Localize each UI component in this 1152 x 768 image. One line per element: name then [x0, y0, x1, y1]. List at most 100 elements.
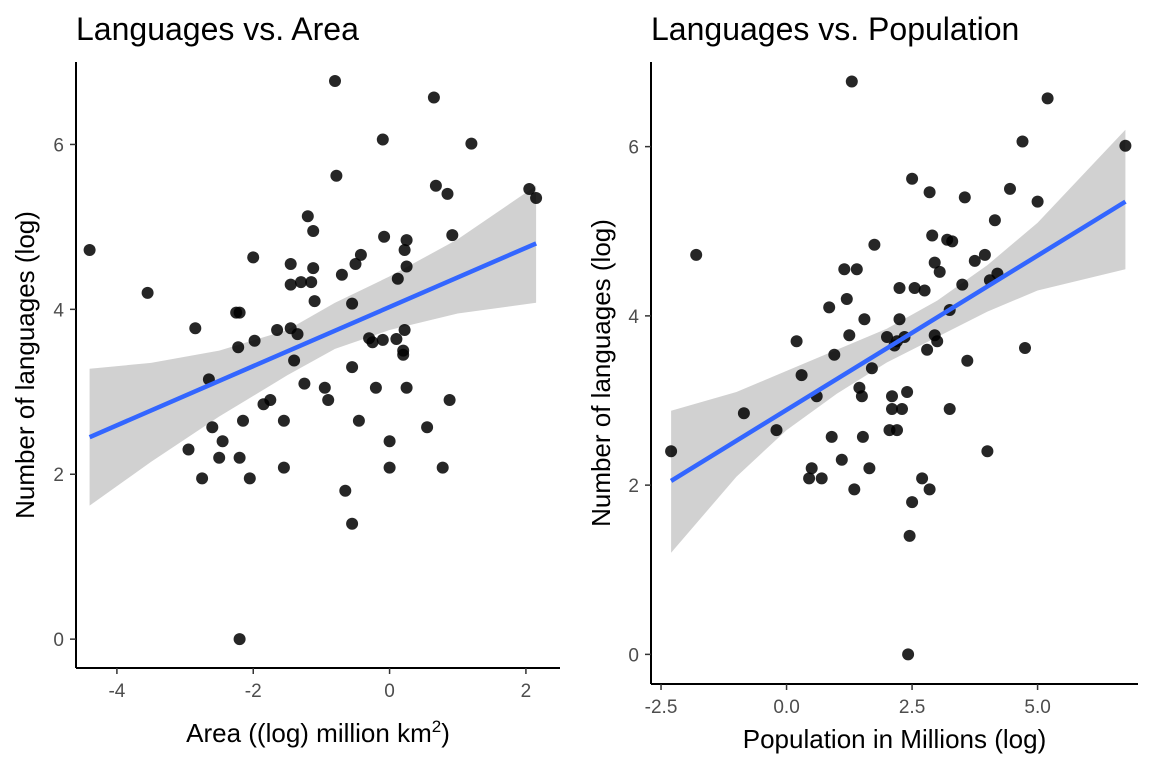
data-point — [805, 462, 818, 475]
data-point — [896, 403, 908, 415]
data-point — [391, 272, 404, 285]
data-point — [865, 362, 878, 375]
y-tick-label: 2 — [628, 476, 639, 497]
data-point — [946, 235, 959, 248]
data-point — [233, 633, 246, 646]
data-point — [248, 334, 261, 347]
data-point — [737, 407, 750, 420]
data-point — [213, 451, 226, 464]
data-point — [926, 229, 939, 242]
data-point — [465, 137, 478, 150]
data-point — [835, 453, 848, 466]
data-point — [243, 472, 256, 485]
data-point — [845, 75, 858, 88]
data-point — [277, 461, 290, 474]
data-point — [856, 430, 869, 443]
data-point — [665, 445, 678, 458]
data-point — [196, 472, 209, 485]
data-point — [933, 265, 946, 278]
data-point — [295, 276, 307, 289]
x-tick-label: 0.0 — [773, 697, 799, 718]
data-point — [369, 381, 382, 394]
data-point — [366, 336, 379, 349]
data-point — [825, 430, 838, 443]
data-point — [421, 421, 434, 434]
data-point — [815, 472, 828, 485]
data-point — [961, 354, 974, 367]
y-tick-label: 2 — [53, 465, 64, 486]
data-point — [840, 293, 853, 305]
data-point — [216, 435, 229, 448]
y-tick-label: 0 — [53, 630, 64, 651]
data-point — [443, 394, 456, 406]
chart-title: Languages vs. Area — [76, 11, 359, 47]
data-point — [346, 297, 359, 310]
data-point — [346, 517, 359, 530]
data-point — [828, 348, 841, 361]
x-tick-label: 2 — [521, 681, 532, 702]
x-tick-label: -2.5 — [645, 697, 678, 718]
data-point — [307, 262, 320, 275]
data-point — [803, 472, 816, 485]
data-point — [848, 483, 861, 496]
data-point — [968, 254, 981, 267]
data-point — [247, 251, 260, 264]
panel-languages-vs-population: Languages vs. Population 0 2 4 6 -2.5 0.0 2.5 5.… — [586, 11, 1138, 754]
data-point — [1119, 139, 1132, 152]
data-point — [288, 354, 301, 367]
data-point — [182, 443, 195, 456]
data-point — [330, 169, 343, 182]
data-point — [906, 172, 919, 185]
data-point — [790, 335, 803, 348]
data-point — [918, 284, 931, 297]
data-point — [318, 381, 331, 394]
x-axis-label-text: Population in Millions (log) — [743, 724, 1046, 754]
x-tick-label: 2.5 — [899, 697, 925, 718]
data-point — [284, 278, 297, 291]
y-tick-label: 6 — [53, 135, 64, 156]
x-axis-label: Population in Millions (log) — [743, 724, 1046, 754]
data-point — [232, 341, 245, 354]
data-point — [264, 394, 277, 406]
data-point — [398, 324, 411, 336]
x-axis-label-suffix: ) — [441, 718, 450, 748]
data-point — [335, 268, 348, 281]
data-point — [838, 263, 851, 276]
data-point — [931, 335, 944, 348]
data-point — [339, 484, 352, 497]
data-point — [329, 75, 341, 87]
data-point — [893, 282, 906, 294]
x-tick-label: 0 — [384, 681, 395, 702]
x-axis-label: Area ((log) million km2) — [186, 717, 450, 748]
data-point — [346, 361, 359, 374]
regression-line — [669, 199, 1127, 483]
data-point — [233, 451, 246, 464]
data-point — [943, 403, 956, 415]
y-axis-label: Number of languages (log) — [10, 211, 40, 519]
data-point — [400, 260, 413, 273]
data-point — [923, 483, 936, 496]
data-point — [349, 258, 362, 270]
data-point — [956, 278, 969, 291]
data-point — [795, 369, 808, 382]
data-point — [855, 390, 868, 403]
x-tick-label: -2 — [245, 681, 262, 702]
data-point — [383, 461, 396, 474]
data-point — [881, 331, 893, 343]
data-point — [378, 230, 391, 243]
data-point — [908, 282, 921, 294]
data-point — [928, 256, 941, 269]
data-point — [383, 435, 396, 448]
data-point — [1019, 342, 1031, 354]
data-point — [400, 234, 413, 247]
data-point — [354, 248, 367, 261]
data-point — [446, 229, 459, 242]
data-point — [886, 390, 898, 403]
x-axis-label-text: Area ((log) million km — [186, 718, 432, 748]
x-tick-label: -4 — [108, 681, 125, 702]
x-axis-label-superscript: 2 — [432, 717, 441, 736]
data-point — [958, 191, 971, 204]
data-point — [284, 258, 297, 270]
